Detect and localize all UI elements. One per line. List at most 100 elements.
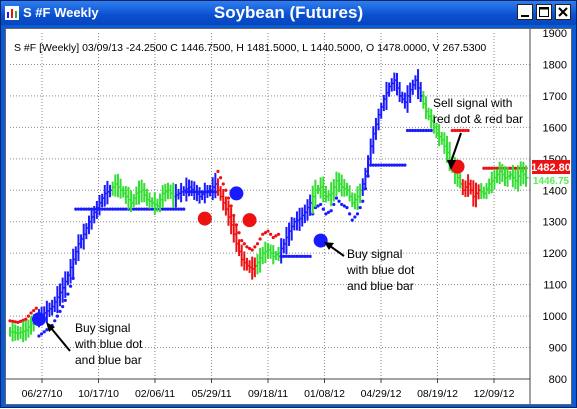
chart-title: Soybean (Futures) bbox=[213, 3, 364, 22]
stop-dot bbox=[329, 209, 333, 213]
stop-dot bbox=[403, 163, 407, 167]
stop-dot bbox=[66, 292, 70, 296]
arrow-head-icon bbox=[447, 160, 456, 170]
stop-dot bbox=[87, 207, 91, 211]
stop-dot bbox=[274, 234, 278, 238]
stop-dot bbox=[226, 196, 231, 200]
stop-dot bbox=[266, 229, 270, 233]
stop-dot bbox=[219, 176, 223, 180]
stop-dot bbox=[284, 254, 289, 258]
stop-dot bbox=[376, 163, 381, 167]
stop-dot bbox=[424, 128, 428, 133]
stop-dot bbox=[103, 207, 107, 211]
x-axis-tick-labels: 06/27/10 10/17/10 02/06/11 05/29/11 09/18/11… bbox=[22, 388, 515, 400]
stop-dot bbox=[269, 232, 273, 236]
stop-dot bbox=[487, 166, 491, 170]
stop-dot bbox=[466, 128, 470, 133]
y-tick-label: 1100 bbox=[543, 280, 567, 292]
stop-dot bbox=[492, 166, 497, 170]
chart-app-icon bbox=[5, 6, 19, 20]
stop-dot bbox=[61, 305, 65, 309]
stop-dot bbox=[408, 128, 412, 133]
stop-dot bbox=[348, 212, 352, 216]
stop-dot bbox=[11, 319, 15, 323]
stop-dot bbox=[29, 311, 33, 315]
stop-dot bbox=[137, 207, 141, 211]
stop-dot bbox=[240, 239, 244, 243]
stop-dot bbox=[332, 202, 336, 207]
stop-dot bbox=[76, 207, 81, 211]
stop-dot bbox=[168, 207, 173, 211]
close-button[interactable] bbox=[555, 4, 571, 20]
stop-dot bbox=[245, 245, 249, 249]
title-bar[interactable]: S #F Weekly Soybean (Futures) bbox=[1, 1, 576, 25]
stop-dot bbox=[39, 332, 44, 336]
stop-dot bbox=[455, 128, 460, 133]
stop-dot bbox=[271, 235, 275, 240]
stop-dot bbox=[295, 254, 299, 258]
stop-dot bbox=[258, 237, 262, 241]
price-chart[interactable]: 8009001000110012001300140015001600170018… bbox=[6, 28, 571, 404]
stop-dot bbox=[463, 128, 468, 133]
stop-dot bbox=[319, 202, 323, 207]
annotation-arrow bbox=[450, 132, 462, 163]
stop-dot bbox=[55, 314, 59, 318]
stop-dot bbox=[34, 306, 38, 310]
info-line: S #F [Weekly] 03/09/13 -24.2500 C 1446.7… bbox=[14, 42, 486, 54]
stop-dot bbox=[305, 254, 310, 258]
stop-dot bbox=[45, 328, 49, 332]
stop-dot bbox=[398, 163, 402, 167]
stop-dot bbox=[32, 308, 36, 313]
annotation-line: with blue dot bbox=[346, 263, 415, 277]
stop-dot bbox=[8, 319, 12, 323]
stop-dot bbox=[292, 254, 296, 258]
stop-dot bbox=[300, 254, 304, 258]
x-tick-label: 02/06/11 bbox=[135, 388, 175, 400]
stop-dot bbox=[150, 207, 154, 211]
y-tick-label: 1000 bbox=[543, 311, 567, 323]
buy-signal-dot bbox=[229, 186, 244, 201]
stop-dot bbox=[74, 207, 78, 211]
buy-signal-annotation-left: Buy signal with blue dot and blue bar bbox=[46, 321, 143, 367]
stop-dot bbox=[140, 207, 144, 211]
chart-area[interactable]: 800 900 1000 1100 1200 1300 1400 1500 1600 1700 18… bbox=[5, 28, 572, 405]
stop-dot bbox=[390, 163, 394, 167]
stop-dot bbox=[255, 242, 260, 246]
stop-dot bbox=[416, 128, 420, 133]
annotation-line: red dot & red bar bbox=[433, 112, 523, 126]
stop-dot bbox=[342, 204, 346, 208]
maximize-button[interactable] bbox=[536, 4, 552, 20]
price-bars bbox=[9, 69, 529, 343]
stop-dot bbox=[26, 314, 31, 318]
stop-dot bbox=[247, 246, 252, 251]
stop-dot bbox=[229, 204, 233, 208]
x-tick-label: 09/18/11 bbox=[248, 388, 288, 400]
stop-dot bbox=[337, 199, 341, 203]
stop-dot bbox=[263, 231, 267, 235]
y-tick-label: 800 bbox=[549, 374, 567, 386]
stop-dot bbox=[458, 128, 462, 133]
stop-dot bbox=[361, 199, 365, 203]
annotation-line: and blue bar bbox=[347, 279, 414, 293]
last-price-label: 1482.80 bbox=[531, 162, 571, 174]
stop-dot bbox=[426, 128, 431, 133]
stop-dot bbox=[253, 245, 257, 249]
stop-dot bbox=[37, 334, 41, 338]
window-title: S #F Weekly bbox=[23, 5, 99, 20]
stop-dot bbox=[234, 223, 239, 227]
stop-dot bbox=[224, 188, 228, 192]
stop-dot bbox=[232, 213, 236, 218]
stop-dot bbox=[63, 298, 67, 302]
stop-dot bbox=[21, 318, 25, 322]
minimize-button[interactable] bbox=[517, 4, 533, 20]
stop-dot bbox=[116, 207, 120, 211]
stop-dot bbox=[118, 207, 123, 211]
stop-dot bbox=[316, 204, 320, 208]
stop-dot bbox=[484, 166, 489, 170]
x-tick-label: 12/09/12 bbox=[474, 388, 515, 400]
stop-dot bbox=[82, 207, 86, 211]
stop-dot bbox=[353, 215, 357, 219]
stop-dot bbox=[297, 254, 302, 258]
buy-signal-annotation-right: Buy signal with blue dot and blue bar bbox=[324, 242, 415, 293]
buy-signal-dot bbox=[313, 233, 328, 248]
